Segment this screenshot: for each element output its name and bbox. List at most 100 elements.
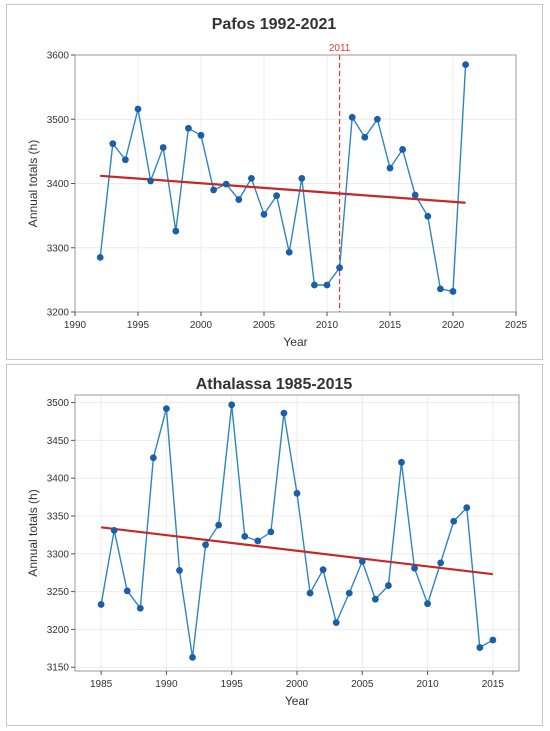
data-point (424, 212, 432, 220)
data-point (449, 288, 457, 295)
chart-title: Pafos 1992-2021 (212, 16, 337, 33)
data-point (159, 144, 167, 151)
data-point (411, 564, 418, 572)
y-tick-label: 3200 (47, 308, 70, 319)
athalassa-chart: Athalassa 1985-2015 Year Annual totals (… (26, 376, 520, 708)
data-point (386, 164, 394, 172)
x-tick-label: 2005 (253, 320, 276, 331)
data-point (273, 192, 280, 200)
data-point (134, 105, 142, 113)
data-point (210, 186, 218, 194)
data-point (298, 174, 306, 182)
data-point (371, 595, 379, 603)
annotation-label: 2011 (329, 43, 351, 54)
data-point (260, 210, 268, 218)
data-point (215, 521, 223, 529)
data-point (122, 156, 129, 164)
data-point (228, 401, 236, 409)
y-tick-label: 3200 (47, 625, 70, 636)
data-point (241, 533, 249, 540)
data-point (319, 566, 327, 574)
series-line (99, 64, 467, 293)
data-point (267, 528, 275, 536)
data-point (285, 248, 293, 256)
data-point (172, 227, 180, 235)
x-tick-label: 2015 (482, 679, 505, 690)
data-point (311, 281, 318, 289)
chart-title: Athalassa 1985-2015 (196, 376, 353, 393)
data-point (293, 489, 301, 497)
y-tick-label: 3500 (47, 398, 70, 409)
data-point (176, 567, 183, 574)
data-point (336, 264, 343, 272)
data-point (489, 636, 497, 644)
data-point (306, 589, 314, 597)
y-axis-label: Annual totals (h) (26, 140, 40, 227)
data-point (147, 177, 155, 185)
x-tick-label: 1995 (221, 679, 244, 690)
data-point (323, 281, 331, 289)
data-point (332, 619, 340, 627)
x-tick-label: 2010 (416, 679, 439, 690)
athalassa-chart-panel: Athalassa 1985-2015 Year Annual totals (… (6, 364, 543, 726)
y-tick-label: 3300 (47, 243, 70, 254)
data-point (374, 115, 381, 123)
data-point (348, 113, 356, 121)
data-point (185, 124, 192, 132)
data-point (96, 253, 104, 261)
data-point (235, 196, 243, 203)
x-tick-label: 1990 (155, 679, 178, 690)
x-tick-label: 1990 (64, 320, 87, 331)
data-point (280, 409, 288, 417)
x-tick-label: 2025 (505, 320, 528, 331)
pafos-chart: Pafos 1992-2021 Year Annual totals (h) 1… (26, 16, 528, 349)
y-tick-label: 3150 (47, 663, 70, 674)
data-point (463, 504, 471, 512)
data-point (450, 517, 458, 525)
data-point (437, 285, 444, 293)
x-tick-label: 1985 (90, 679, 113, 690)
x-tick-label: 2015 (379, 320, 402, 331)
data-point (399, 146, 406, 153)
data-point (109, 140, 117, 148)
data-point (110, 526, 118, 534)
data-point (248, 174, 255, 182)
x-axis-label: Year (283, 335, 307, 349)
x-tick-label: 2010 (316, 320, 339, 331)
data-point (197, 131, 205, 139)
data-point (123, 587, 131, 595)
y-tick-label: 3600 (47, 51, 70, 62)
data-point (462, 61, 469, 69)
x-tick-label: 2000 (190, 320, 213, 331)
y-tick-label: 3450 (47, 436, 70, 447)
y-tick-label: 3250 (47, 587, 70, 598)
data-point (97, 601, 105, 608)
data-point (163, 405, 170, 413)
x-axis-label: Year (285, 694, 309, 708)
x-tick-label: 1995 (127, 320, 150, 331)
y-tick-label: 3400 (47, 179, 70, 190)
data-point (222, 180, 230, 188)
data-point (149, 454, 157, 462)
x-tick-label: 2005 (351, 679, 374, 690)
data-point (358, 557, 366, 565)
data-point (254, 537, 262, 545)
data-point (189, 653, 196, 661)
data-point (385, 582, 392, 589)
pafos-chart-panel: Pafos 1992-2021 Year Annual totals (h) 1… (6, 4, 543, 360)
y-axis-label: Annual totals (h) (26, 489, 40, 576)
x-tick-label: 2020 (442, 320, 465, 331)
data-point (202, 541, 209, 549)
data-point (424, 600, 431, 608)
data-point (136, 604, 144, 612)
y-tick-label: 3500 (47, 115, 70, 126)
trend-line (100, 526, 494, 576)
data-point (437, 559, 445, 567)
trend-line (100, 174, 466, 204)
y-tick-label: 3400 (47, 474, 70, 485)
y-tick-label: 3350 (47, 511, 70, 522)
data-point (361, 133, 369, 141)
x-tick-label: 2000 (286, 679, 309, 690)
data-point (398, 458, 405, 466)
y-tick-label: 3300 (47, 549, 70, 560)
